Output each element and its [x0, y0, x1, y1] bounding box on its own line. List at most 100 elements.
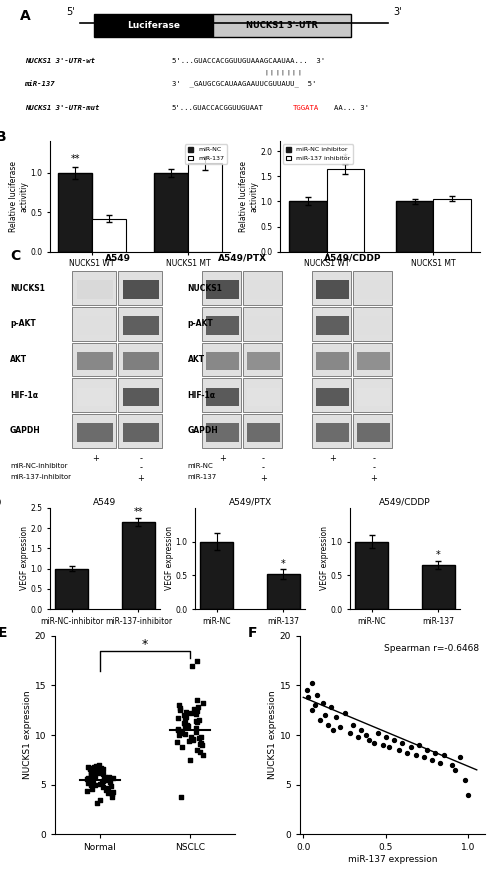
Point	[328, 700, 336, 714]
Bar	[72, 379, 116, 412]
Point	[194, 715, 202, 729]
Bar	[289, 201, 327, 252]
Point	[108, 785, 116, 799]
Point	[186, 730, 194, 744]
Point	[94, 764, 102, 778]
Text: HIF-1α: HIF-1α	[188, 391, 216, 400]
Point	[108, 771, 116, 785]
Bar	[122, 351, 159, 370]
Point	[456, 750, 464, 764]
Point	[86, 762, 94, 776]
Point	[86, 777, 94, 791]
Bar	[77, 281, 114, 298]
Bar	[326, 169, 364, 252]
Point	[321, 708, 329, 722]
Text: miR-137-inhibitor: miR-137-inhibitor	[10, 473, 71, 479]
Point	[180, 708, 188, 722]
Point	[99, 762, 107, 776]
Point	[346, 726, 354, 740]
Point	[108, 787, 116, 801]
Text: NUCKS1: NUCKS1	[10, 283, 45, 292]
Bar	[72, 307, 116, 341]
Bar	[202, 307, 241, 341]
Bar	[353, 307, 392, 341]
Text: miR-137: miR-137	[188, 473, 217, 479]
Text: F: F	[248, 626, 258, 640]
Point	[374, 726, 382, 740]
Point	[308, 703, 316, 717]
Point	[194, 700, 202, 714]
Bar	[312, 307, 352, 341]
Bar	[154, 173, 188, 252]
Bar	[202, 271, 241, 305]
Point	[187, 706, 195, 721]
Bar	[72, 271, 116, 305]
Point	[316, 713, 324, 728]
Point	[349, 718, 357, 732]
Bar	[422, 565, 455, 609]
Point	[432, 746, 440, 760]
Point	[84, 775, 92, 789]
Bar	[316, 388, 349, 406]
Text: 3': 3'	[393, 7, 402, 17]
Point	[196, 745, 204, 759]
Y-axis label: VEGF expression: VEGF expression	[165, 526, 174, 591]
Bar	[118, 414, 162, 448]
Point	[195, 713, 203, 728]
Point	[188, 733, 196, 747]
Bar	[353, 379, 392, 412]
Point	[96, 765, 104, 779]
Point	[104, 781, 112, 795]
Point	[92, 758, 100, 773]
Bar	[312, 343, 352, 376]
Text: -: -	[372, 463, 375, 472]
Point	[86, 761, 94, 775]
Point	[92, 796, 100, 810]
Legend: miR-NC, miR-137: miR-NC, miR-137	[185, 145, 227, 163]
Y-axis label: VEGF expression: VEGF expression	[20, 526, 29, 591]
Bar	[206, 316, 238, 335]
Point	[175, 728, 183, 742]
Text: A549/PTX: A549/PTX	[218, 253, 268, 263]
Point	[304, 691, 312, 705]
Text: miR-NC: miR-NC	[188, 463, 214, 469]
Text: -: -	[140, 463, 142, 472]
Bar	[358, 316, 390, 335]
Text: p-AKT: p-AKT	[188, 320, 214, 328]
Text: miR-137: miR-137	[24, 81, 55, 87]
Point	[194, 743, 202, 757]
Point	[183, 718, 191, 732]
Point	[105, 770, 113, 784]
Point	[90, 778, 98, 792]
Bar	[92, 218, 126, 252]
Point	[86, 778, 94, 792]
Point	[192, 725, 200, 739]
Point	[194, 731, 202, 745]
Point	[99, 766, 107, 781]
Text: -: -	[262, 454, 264, 464]
Text: NUCKS1 3'-UTR: NUCKS1 3'-UTR	[246, 21, 318, 30]
Text: NUCKS1 3'-UTR-wt: NUCKS1 3'-UTR-wt	[24, 58, 94, 64]
Bar	[312, 271, 352, 305]
Point	[324, 718, 332, 732]
Point	[87, 764, 95, 778]
Bar	[55, 569, 88, 609]
Point	[98, 774, 106, 788]
Bar	[312, 414, 352, 448]
Bar	[312, 379, 352, 412]
Point	[329, 723, 337, 737]
Point	[192, 714, 200, 728]
Bar	[316, 316, 349, 335]
Point	[108, 789, 116, 804]
Point	[88, 766, 96, 781]
Point	[174, 711, 182, 725]
Text: |: |	[276, 70, 279, 75]
Point	[190, 732, 198, 746]
Point	[319, 696, 327, 710]
Point	[196, 736, 204, 750]
Bar	[72, 414, 116, 448]
Point	[182, 710, 190, 724]
Bar	[77, 423, 114, 442]
Text: A: A	[20, 9, 31, 23]
Text: +: +	[138, 473, 144, 483]
